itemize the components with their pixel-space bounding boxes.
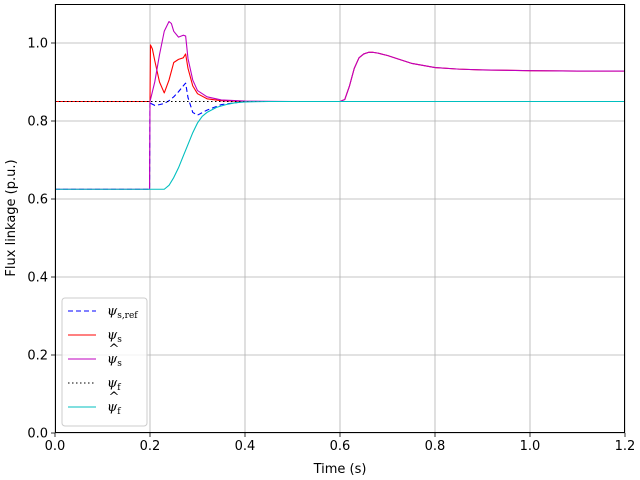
series-group [55,20,625,190]
y-tick-label: 0.2 [27,349,48,364]
y-axis-ticks: 0.0 0.2 0.4 0.6 0.8 1.0 [27,37,55,442]
x-axis-ticks: 0.0 0.2 0.4 0.6 0.8 1.0 1.2 [45,433,636,454]
y-tick-label: 0.4 [27,271,48,286]
y-axis-label: Flux linkage (p.u.) [4,159,19,276]
y-tick-label: 1.0 [27,37,48,52]
series-line-4 [55,100,625,190]
x-tick-label: 0.8 [425,439,446,454]
legend-hat-mark: ^ [109,390,120,405]
y-tick-label: 0.6 [27,193,48,208]
x-tick-label: 0.2 [140,439,161,454]
legend-hat-mark: ^ [109,342,120,357]
x-tick-label: 0.6 [330,439,351,454]
x-axis-label: Time (s) [313,462,367,477]
x-tick-label: 1.0 [520,439,541,454]
x-tick-label: 0.4 [235,439,256,454]
legend-box [61,297,148,427]
y-tick-label: 0.0 [27,427,48,442]
x-tick-label: 0.0 [45,439,66,454]
y-tick-label: 0.8 [27,115,48,130]
plot-frame [55,4,625,433]
x-tick-label: 1.2 [615,439,636,454]
